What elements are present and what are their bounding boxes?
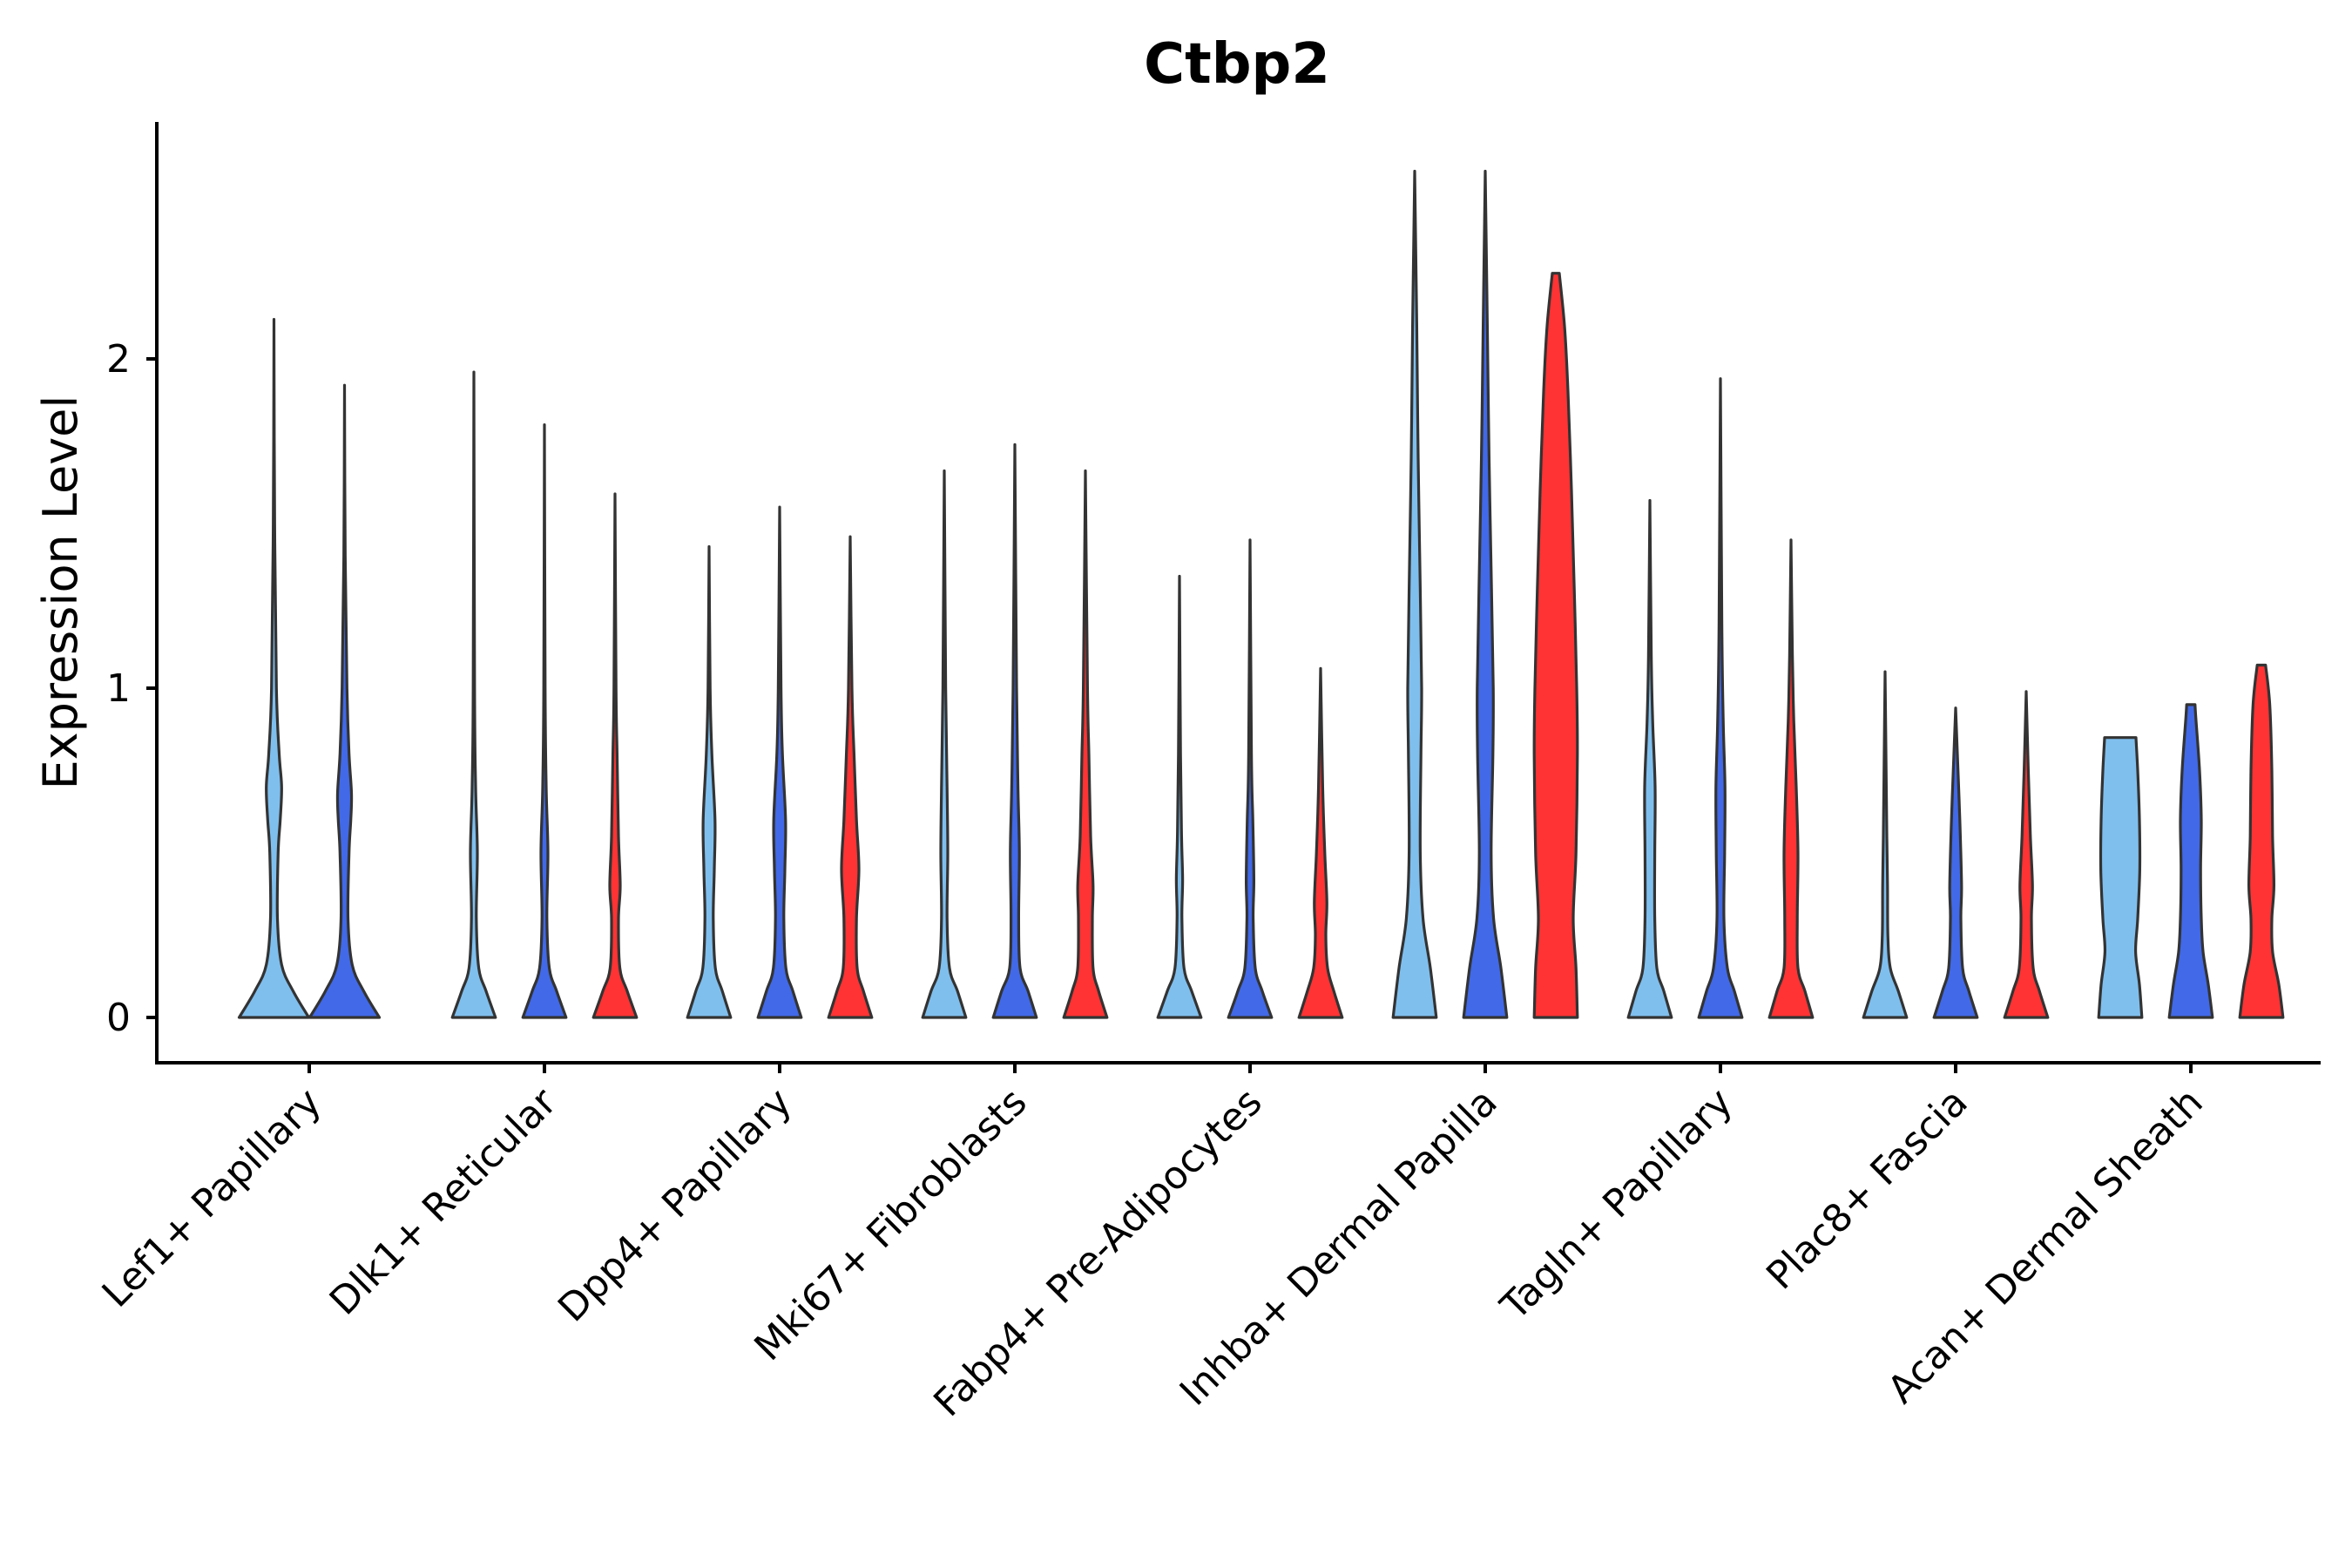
violin-6-1 [1391, 169, 1438, 1019]
y-tick-label-2: 2 [106, 337, 131, 382]
violin-4-3 [1062, 469, 1109, 1019]
violin-2-2 [521, 423, 568, 1019]
violins-layer [237, 169, 2285, 1019]
violin-1-2 [308, 383, 382, 1019]
violin-2-1 [450, 370, 497, 1019]
violin-1-1 [237, 318, 311, 1019]
violin-2-3 [591, 492, 639, 1019]
violin-5-1 [1156, 574, 1203, 1019]
violin-3-1 [686, 544, 733, 1019]
violin-8-1 [1862, 670, 1909, 1019]
violin-3-2 [756, 505, 803, 1019]
x-tick-label-8: Plac8+ Fascia [1758, 1080, 1977, 1299]
violin-7-2 [1697, 377, 1744, 1019]
violin-8-2 [1932, 706, 1979, 1019]
violin-3-3 [827, 535, 874, 1019]
x-tick-label-3: Dpp4+ Papillary [550, 1080, 801, 1331]
violin-5-2 [1227, 538, 1274, 1019]
violin-6-3 [1532, 272, 1579, 1019]
violin-6-2 [1462, 169, 1509, 1019]
violin-7-1 [1626, 498, 1673, 1019]
x-tick-label-1: Lef1+ Papillary [94, 1080, 330, 1316]
y-tick-label-1: 1 [106, 666, 131, 711]
y-ticks: 0 1 2 [106, 337, 157, 1040]
violin-4-2 [991, 443, 1038, 1019]
violin-4-1 [921, 469, 968, 1019]
violin-5-3 [1297, 666, 1344, 1019]
x-tick-label-7: Tagln+ Papillary [1492, 1080, 1741, 1329]
y-tick-label-0: 0 [106, 996, 131, 1040]
violin-9-1 [2097, 736, 2144, 1019]
x-tick-label-2: Dlk1+ Reticular [321, 1079, 566, 1324]
violin-8-3 [2003, 690, 2050, 1019]
violin-7-3 [1767, 538, 1815, 1019]
y-axis-label: Expression Level [33, 395, 88, 790]
chart-title: Ctbp2 [1144, 32, 1330, 97]
violin-9-3 [2238, 663, 2285, 1019]
violin-9-2 [2167, 703, 2214, 1019]
